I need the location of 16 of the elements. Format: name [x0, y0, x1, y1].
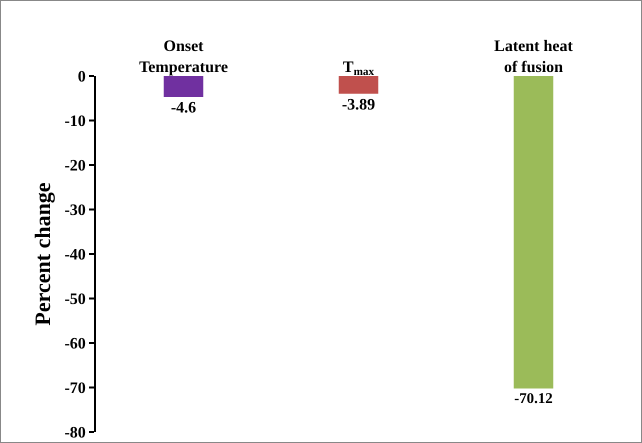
y-tick-label: -80 — [64, 424, 86, 442]
data-label: -3.89 — [342, 96, 376, 114]
y-tick-label: 0 — [78, 68, 86, 86]
y-tick-label: -30 — [64, 202, 86, 220]
y-tick-label: -70 — [64, 380, 86, 398]
data-label: -4.6 — [170, 99, 196, 116]
y-tick-label: -20 — [64, 158, 86, 175]
y-tick-label: -40 — [64, 246, 86, 264]
data-label: -70.12 — [514, 391, 553, 408]
y-axis-title: Percent change — [30, 182, 55, 326]
y-tick-label: -50 — [64, 291, 86, 308]
y-tick-label: -10 — [64, 113, 86, 130]
y-tick-label: -60 — [64, 336, 86, 353]
x-tick-label: Onset Temperature — [139, 38, 228, 76]
x-tick-label: T$_{max}$ — [342, 58, 374, 78]
x-tick-label: Latent heat of fusion — [494, 38, 574, 76]
